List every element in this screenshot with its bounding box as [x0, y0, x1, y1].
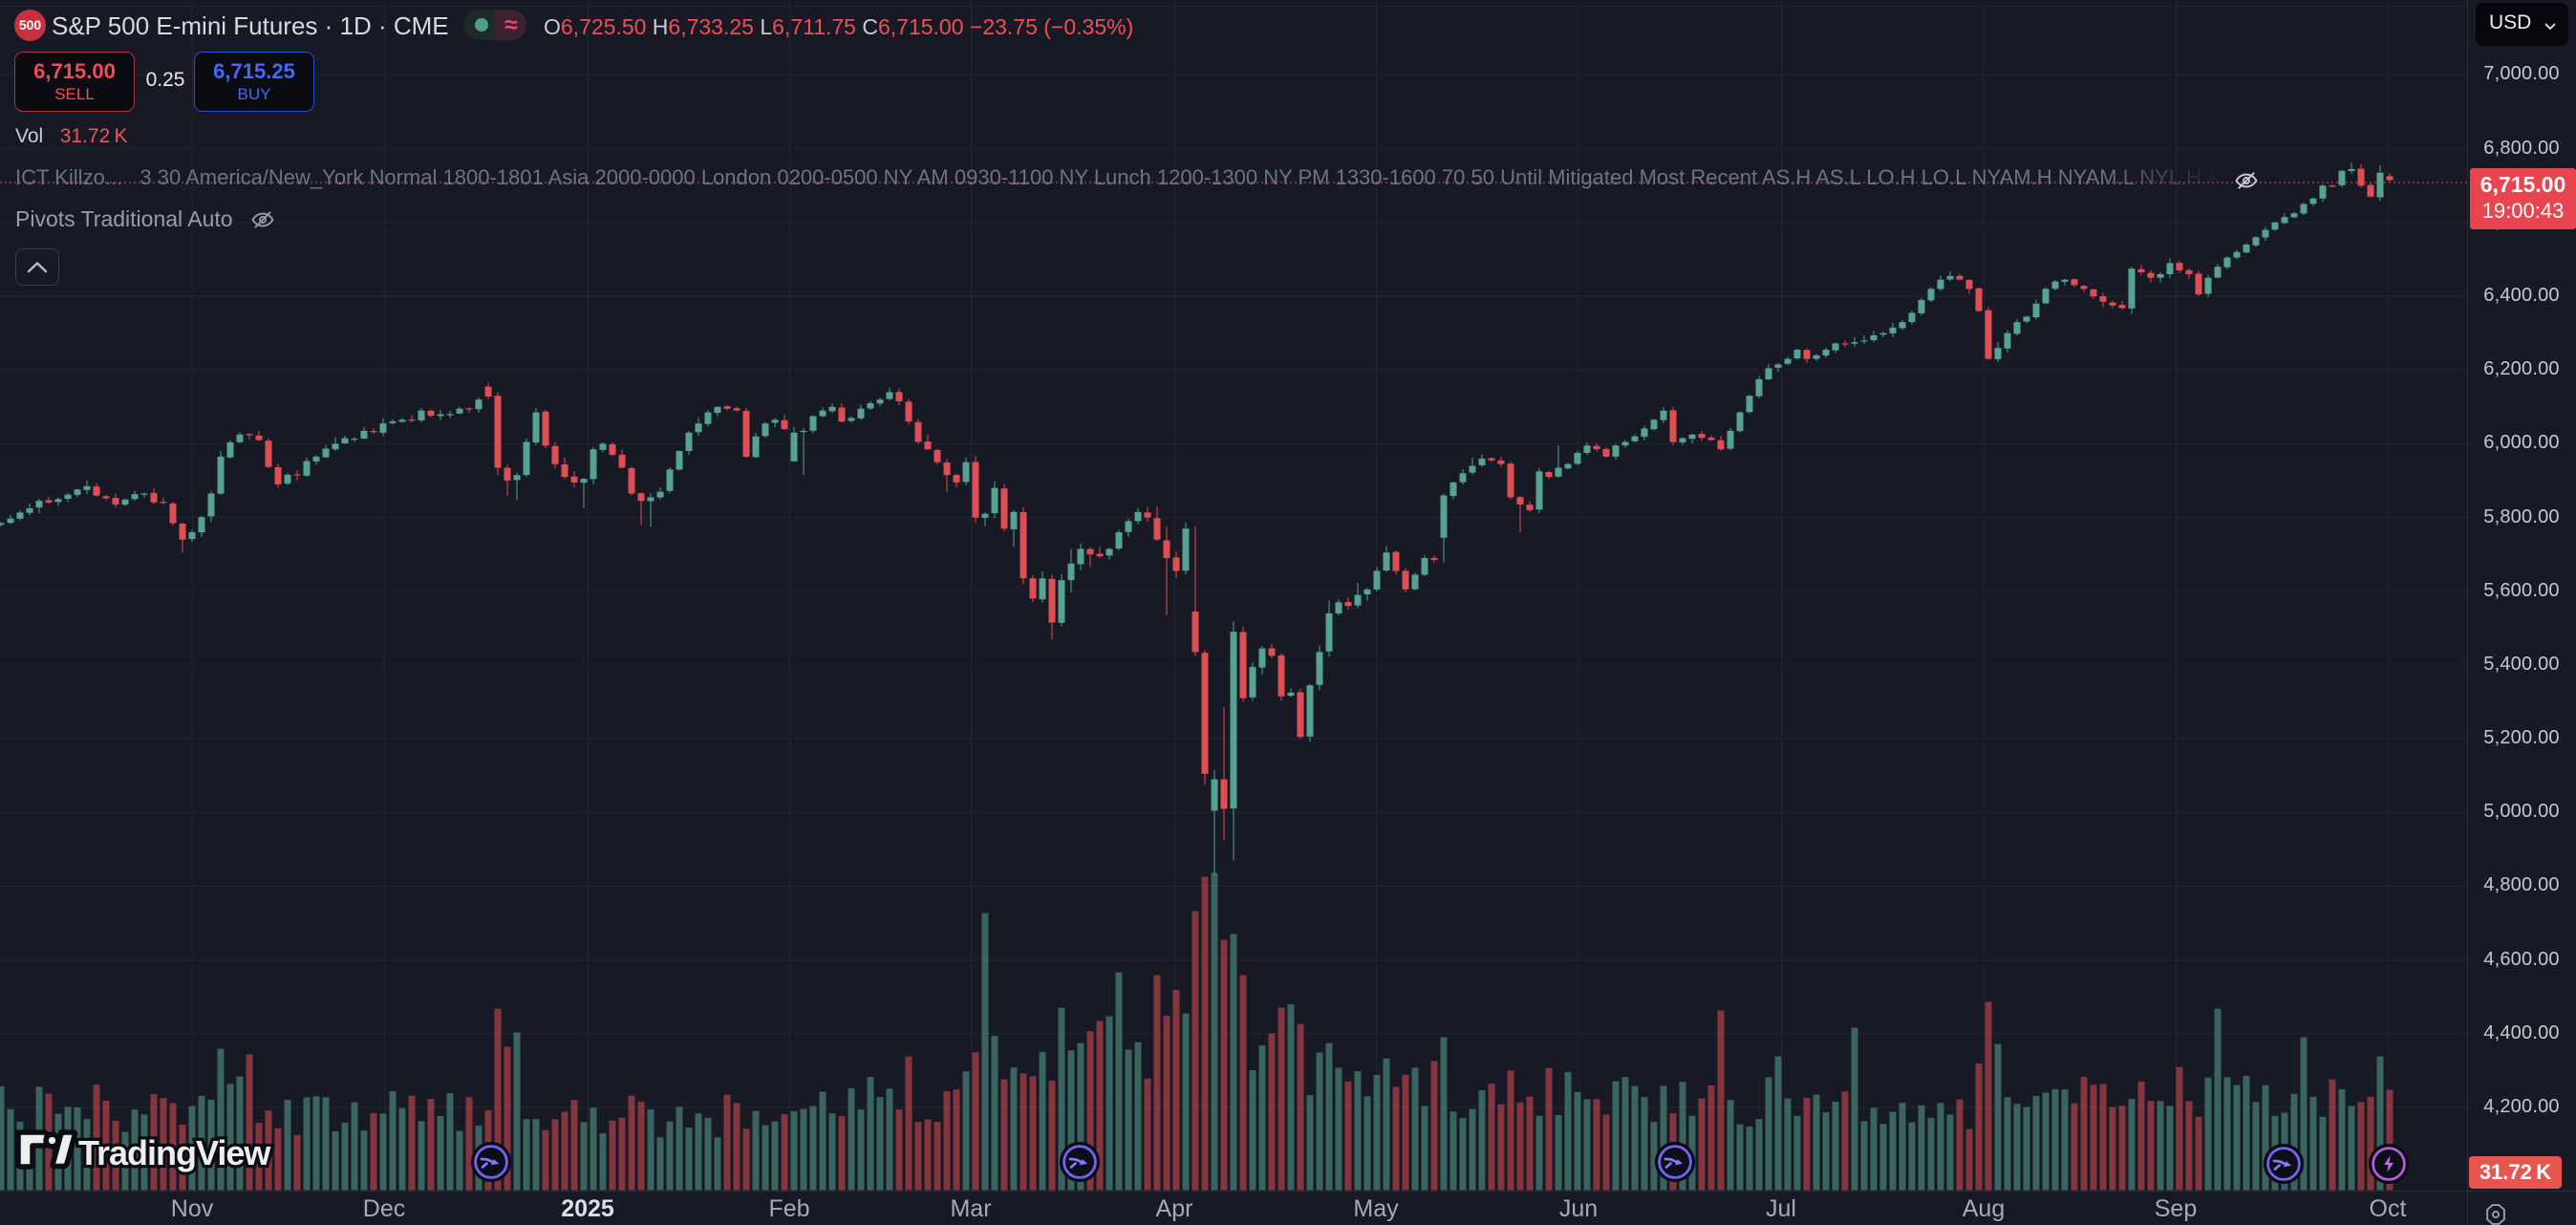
svg-text:TradingView: TradingView	[78, 1133, 271, 1172]
